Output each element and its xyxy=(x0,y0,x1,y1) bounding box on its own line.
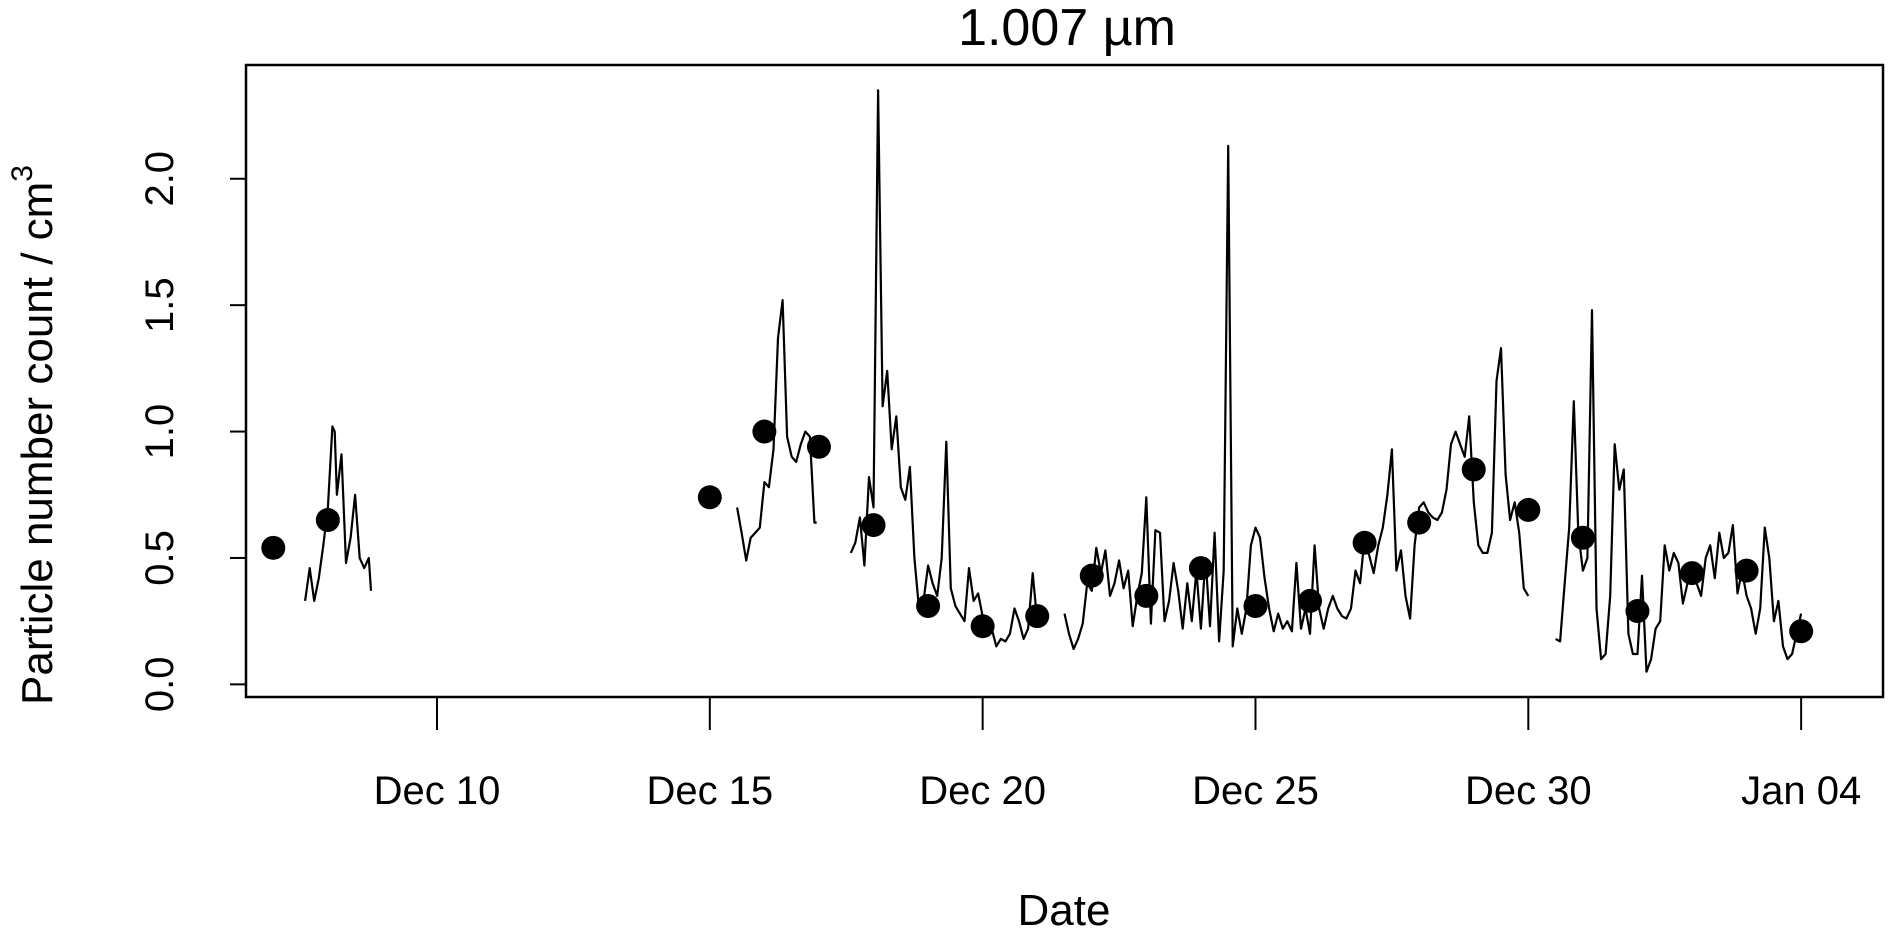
data-point xyxy=(1079,563,1104,588)
data-point xyxy=(806,434,831,459)
data-point xyxy=(861,513,886,538)
chart-title: 1.007 µm xyxy=(958,0,1176,57)
series-line-segment xyxy=(849,89,1043,648)
data-point xyxy=(1789,619,1814,644)
data-point xyxy=(1352,530,1377,555)
x-axis: Dec 10 Dec 15 Dec 20 Dec 25 Dec 30 Jan 04 xyxy=(374,697,1861,813)
series-points xyxy=(261,419,1814,644)
data-point xyxy=(1461,457,1486,482)
y-tick-label: 1.5 xyxy=(138,277,182,333)
data-point xyxy=(1570,525,1595,550)
y-tick-label: 0.0 xyxy=(138,657,182,713)
series-line-segment xyxy=(1555,309,1803,673)
y-tick-label: 0.5 xyxy=(138,530,182,586)
y-axis-label-text: Particle number count / cm xyxy=(13,182,62,705)
data-point xyxy=(1407,510,1432,535)
data-point xyxy=(697,485,722,510)
y-axis-label-superscript: 3 xyxy=(6,165,39,182)
series-line-segment xyxy=(736,299,817,562)
x-tick-label: Dec 20 xyxy=(919,769,1046,813)
x-tick-label: Dec 30 xyxy=(1465,769,1592,813)
y-tick-label: 2.0 xyxy=(138,151,182,207)
series-line-segment xyxy=(1063,144,1530,651)
data-point xyxy=(752,419,777,444)
data-point xyxy=(1298,588,1323,613)
data-point xyxy=(916,593,941,618)
data-point xyxy=(970,614,995,639)
x-tick-label: Dec 15 xyxy=(646,769,773,813)
series-line-segment xyxy=(304,425,373,603)
data-point xyxy=(315,508,340,533)
data-point xyxy=(1625,599,1650,624)
data-point xyxy=(1025,604,1050,629)
x-tick-label: Jan 04 xyxy=(1741,769,1861,813)
data-point xyxy=(1516,497,1541,522)
x-tick-label: Dec 25 xyxy=(1192,769,1319,813)
y-axis-label: Particle number count / cm3 xyxy=(6,165,62,705)
data-point xyxy=(1680,561,1705,586)
data-point xyxy=(261,535,286,560)
y-axis: 0.0 0.5 1.0 1.5 2.0 xyxy=(138,151,247,713)
x-axis-label: Date xyxy=(1018,886,1111,935)
data-point xyxy=(1134,583,1159,608)
y-tick-label: 1.0 xyxy=(138,404,182,460)
data-point xyxy=(1188,556,1213,581)
data-point xyxy=(1243,593,1268,618)
x-tick-label: Dec 10 xyxy=(374,769,501,813)
series-line xyxy=(304,89,1803,673)
data-point xyxy=(1734,558,1759,583)
